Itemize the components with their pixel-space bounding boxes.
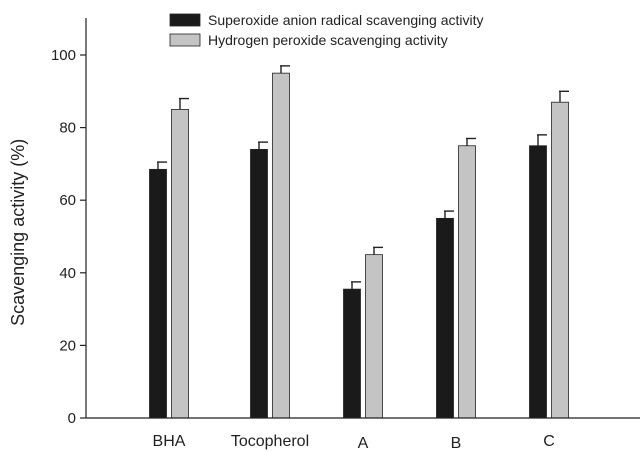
- error-bars: [157, 66, 569, 289]
- superoxide-bar-a: [344, 289, 361, 418]
- hydrogen-peroxide-bar-c: [552, 102, 569, 418]
- legend-swatch: [170, 34, 200, 46]
- x-tick-label-b: B: [451, 435, 462, 451]
- bars: [150, 73, 569, 418]
- hydrogen-peroxide-bar-tocopherol: [273, 73, 290, 418]
- y-tick-label: 20: [59, 337, 76, 354]
- y-axis-title: Scavenging activity (%): [8, 139, 28, 326]
- legend-label: Superoxide anion radical scavenging acti…: [208, 12, 484, 28]
- superoxide-bar-c: [530, 146, 547, 418]
- legend-swatch: [170, 14, 200, 26]
- y-tick-label: 60: [59, 192, 76, 209]
- superoxide-bar-bha: [150, 169, 167, 418]
- legend-label: Hydrogen peroxide scavenging activity: [208, 32, 448, 48]
- superoxide-bar-b: [437, 218, 454, 418]
- hydrogen-peroxide-bar-b: [459, 146, 476, 418]
- x-tick-label-tocopherol: Tocopherol: [231, 433, 309, 450]
- superoxide-bar-tocopherol: [251, 149, 268, 418]
- hydrogen-peroxide-bar-bha: [172, 109, 189, 418]
- legend: Superoxide anion radical scavenging acti…: [170, 12, 484, 48]
- x-tick-label-bha: BHA: [153, 433, 186, 450]
- x-tick-labels: BHA Tocopherol A B C: [153, 433, 555, 451]
- hydrogen-peroxide-bar-a: [366, 255, 383, 418]
- y-ticks: 0 20 40 60 80 100: [51, 47, 86, 427]
- x-tick-label-c: C: [543, 433, 555, 450]
- y-tick-label: 100: [51, 47, 76, 64]
- y-tick-label: 40: [59, 265, 76, 282]
- y-tick-label: 0: [68, 410, 76, 427]
- x-tick-label-a: A: [358, 435, 369, 451]
- y-tick-label: 80: [59, 120, 76, 137]
